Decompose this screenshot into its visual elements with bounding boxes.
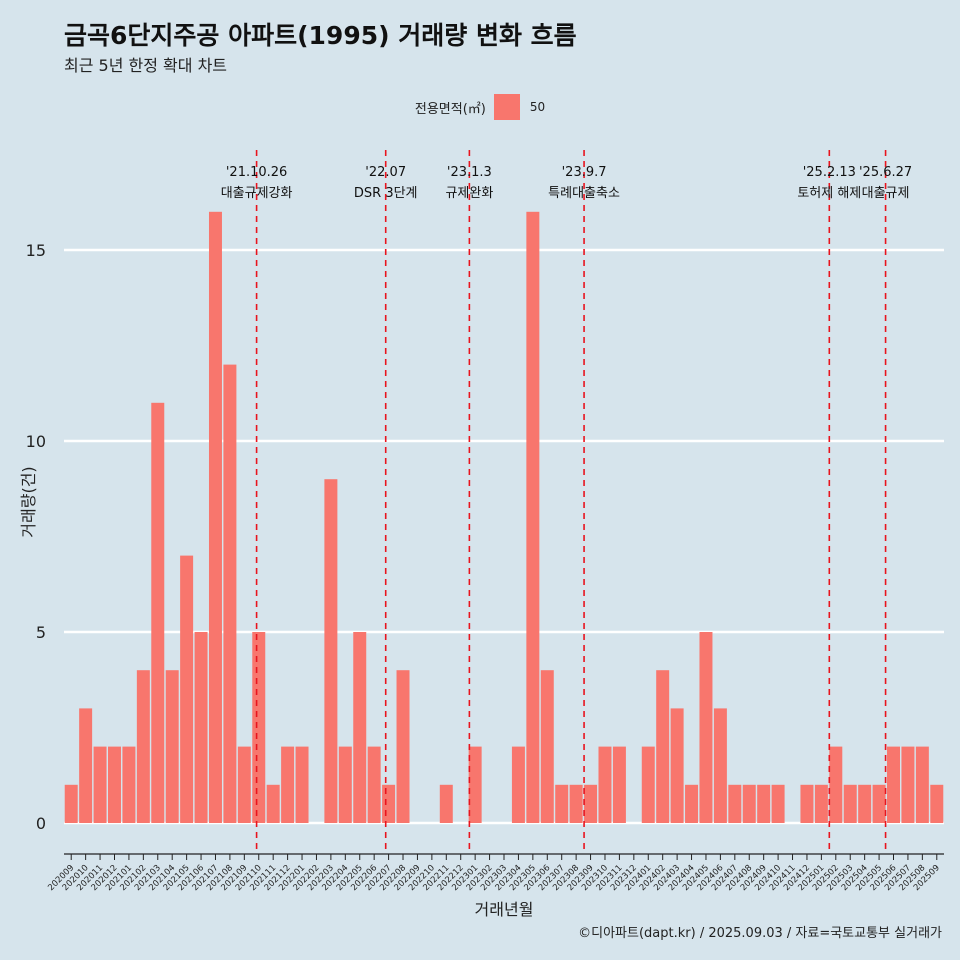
bar bbox=[742, 784, 756, 823]
event-date-label: '23.9.7 bbox=[562, 165, 607, 180]
bar bbox=[569, 784, 583, 823]
event-date-label: '25.6.27 bbox=[859, 165, 912, 180]
y-tick-label: 10 bbox=[26, 432, 46, 451]
bar bbox=[829, 746, 843, 823]
bar bbox=[656, 670, 670, 823]
bar bbox=[108, 746, 121, 823]
event-label: 규제완화 bbox=[445, 186, 493, 201]
bar bbox=[165, 670, 179, 823]
y-tick-label: 15 bbox=[26, 241, 46, 260]
bar bbox=[151, 402, 165, 823]
bar bbox=[858, 784, 872, 823]
bar bbox=[281, 746, 295, 823]
bar bbox=[872, 784, 886, 823]
bar bbox=[324, 479, 338, 823]
bar bbox=[685, 784, 699, 823]
bar bbox=[771, 784, 785, 823]
bar bbox=[757, 784, 771, 823]
bar bbox=[887, 746, 900, 823]
x-axis-title: 거래년월 bbox=[475, 900, 534, 919]
bar bbox=[526, 211, 540, 824]
bar bbox=[208, 211, 222, 824]
y-tick-label: 5 bbox=[36, 623, 46, 642]
bar bbox=[353, 632, 367, 823]
bar bbox=[670, 708, 684, 823]
bar bbox=[800, 784, 814, 823]
event-label: 대출규제 bbox=[862, 186, 910, 201]
bar bbox=[540, 670, 554, 823]
bar bbox=[79, 708, 93, 823]
bar bbox=[122, 746, 136, 823]
event-label: DSR 3단계 bbox=[354, 186, 418, 201]
bar bbox=[338, 746, 352, 823]
chart-title: 금곡6단지주공 아파트(1995) 거래량 변화 흐름 bbox=[64, 21, 577, 50]
event-date-label: '22.07 bbox=[365, 165, 406, 180]
y-tick-label: 0 bbox=[36, 814, 46, 833]
bar bbox=[814, 784, 828, 823]
bar bbox=[295, 746, 309, 823]
event-date-label: '21.10.26 bbox=[226, 165, 287, 180]
bar bbox=[266, 784, 280, 823]
legend-swatch bbox=[493, 94, 520, 120]
event-date-label: '23.1.3 bbox=[447, 165, 492, 180]
bar bbox=[584, 784, 598, 823]
caption: ©디아파트(dapt.kr) / 2025.09.03 / 자료=국토교통부 실… bbox=[578, 926, 942, 941]
event-label: 특례대출축소 bbox=[548, 186, 620, 201]
bar bbox=[468, 746, 482, 823]
bar bbox=[180, 555, 194, 823]
bar bbox=[901, 746, 915, 823]
bar bbox=[555, 784, 569, 823]
event-label: 토허제 해제 bbox=[797, 186, 861, 201]
bar bbox=[641, 746, 655, 823]
bar bbox=[843, 784, 857, 823]
bar bbox=[64, 784, 78, 823]
bar bbox=[915, 746, 929, 823]
bar bbox=[439, 784, 453, 823]
bar bbox=[612, 746, 626, 823]
bar bbox=[728, 784, 742, 823]
bar bbox=[237, 746, 251, 823]
bar bbox=[136, 670, 150, 823]
bar bbox=[252, 632, 266, 823]
legend-item-label: 50 bbox=[529, 100, 546, 114]
bar bbox=[699, 632, 713, 823]
chart-subtitle: 최근 5년 한정 확대 차트 bbox=[64, 56, 228, 75]
bar bbox=[194, 632, 208, 823]
bar bbox=[223, 364, 237, 823]
legend-title: 전용면적(㎡) bbox=[414, 101, 486, 117]
bar bbox=[713, 708, 727, 823]
legend: 전용면적(㎡) 50 bbox=[0, 94, 960, 120]
event-date-label: '25.2.13 bbox=[803, 165, 856, 180]
bar bbox=[598, 746, 612, 823]
bar bbox=[396, 670, 410, 823]
bar bbox=[93, 746, 107, 823]
bar bbox=[382, 784, 396, 823]
bar bbox=[511, 746, 525, 823]
bar bbox=[367, 746, 381, 823]
bar bbox=[930, 784, 944, 823]
event-label: 대출규제강화 bbox=[221, 186, 293, 201]
y-axis-title: 거래량(건) bbox=[19, 466, 38, 537]
